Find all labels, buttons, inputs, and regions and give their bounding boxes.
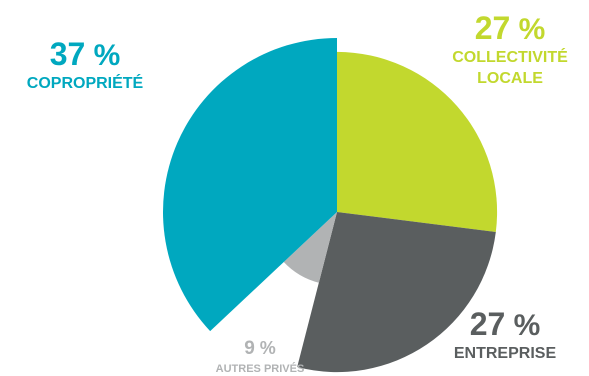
label-collectivite-pct: 27 % bbox=[474, 10, 546, 46]
label-autres-prives-name: AUTRES PRIVÉS bbox=[215, 363, 305, 375]
label-copropriete: 37 % COPROPRIÉTÉ bbox=[0, 38, 170, 95]
slice-entreprise bbox=[297, 212, 496, 373]
label-entreprise-pct: 27 % bbox=[469, 306, 541, 342]
slice-copropriete bbox=[163, 37, 337, 332]
label-copropriete-pct: 37 % bbox=[49, 36, 121, 72]
label-entreprise-name: ENTREPRISE bbox=[453, 345, 557, 362]
label-collectivite-name: COLLECTIVITÉ LOCALE bbox=[452, 49, 568, 87]
label-autres-prives-pct: 9 % bbox=[244, 338, 276, 359]
label-entreprise: 27 % ENTREPRISE bbox=[430, 308, 580, 365]
label-copropriete-name: COPROPRIÉTÉ bbox=[26, 75, 144, 92]
slice-collectivite-locale bbox=[337, 51, 498, 233]
label-collectivite: 27 % COLLECTIVITÉ LOCALE bbox=[430, 12, 589, 90]
label-autres-prives: 9 % AUTRES PRIVÉS bbox=[195, 339, 325, 376]
slice-autres-prives bbox=[283, 212, 337, 283]
